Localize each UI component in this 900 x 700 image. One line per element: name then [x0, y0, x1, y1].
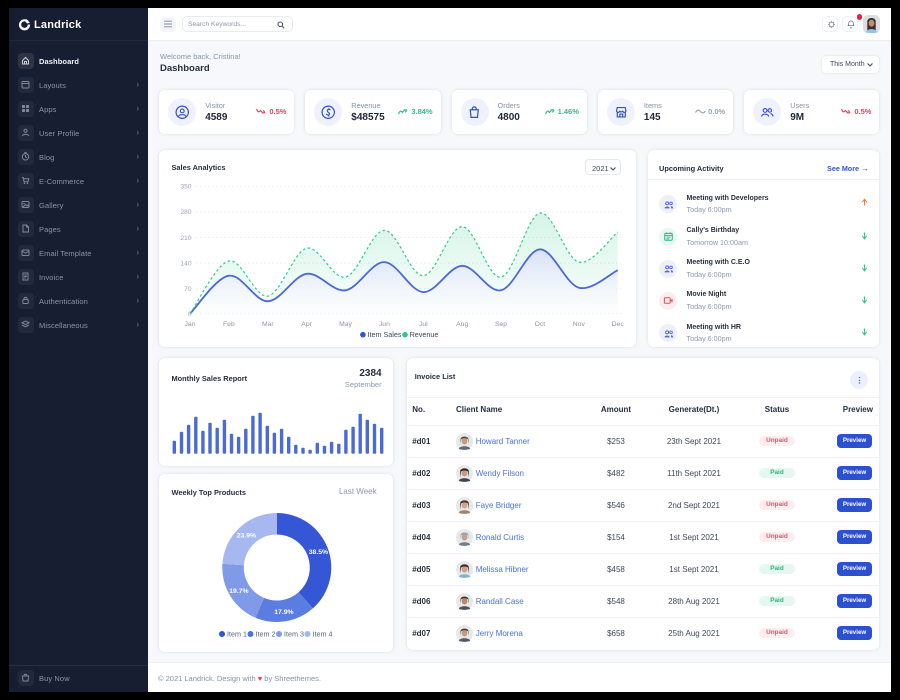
svg-text:Mar: Mar [262, 321, 274, 328]
svg-text:Jun: Jun [379, 321, 390, 328]
svg-text:19.7%: 19.7% [229, 588, 248, 595]
svg-text:Item Sales: Item Sales [368, 330, 402, 339]
svg-text:350: 350 [180, 184, 191, 191]
svg-text:140: 140 [180, 260, 191, 267]
svg-text:23.9%: 23.9% [237, 532, 256, 539]
svg-text:280: 280 [180, 209, 191, 216]
svg-text:Item 1: Item 1 [227, 629, 247, 638]
svg-text:Jul: Jul [419, 321, 428, 328]
svg-text:Oct: Oct [535, 321, 546, 328]
svg-text:May: May [339, 321, 352, 328]
svg-text:Item 4: Item 4 [312, 629, 332, 638]
svg-text:Jan: Jan [185, 321, 196, 328]
svg-text:Item 2: Item 2 [255, 629, 275, 638]
svg-text:0: 0 [188, 311, 192, 318]
svg-text:Feb: Feb [223, 321, 235, 328]
svg-text:Sep: Sep [495, 321, 507, 328]
svg-text:38.5%: 38.5% [309, 549, 328, 556]
svg-text:70: 70 [184, 286, 192, 293]
svg-text:210: 210 [180, 235, 191, 242]
svg-text:Nov: Nov [573, 321, 586, 328]
svg-text:Apr: Apr [301, 321, 312, 328]
svg-text:17.9%: 17.9% [274, 609, 293, 616]
svg-text:Item 3: Item 3 [284, 629, 304, 638]
svg-text:Aug: Aug [456, 321, 468, 328]
svg-text:Dec: Dec [612, 321, 625, 328]
svg-text:Revenue: Revenue [410, 330, 439, 339]
